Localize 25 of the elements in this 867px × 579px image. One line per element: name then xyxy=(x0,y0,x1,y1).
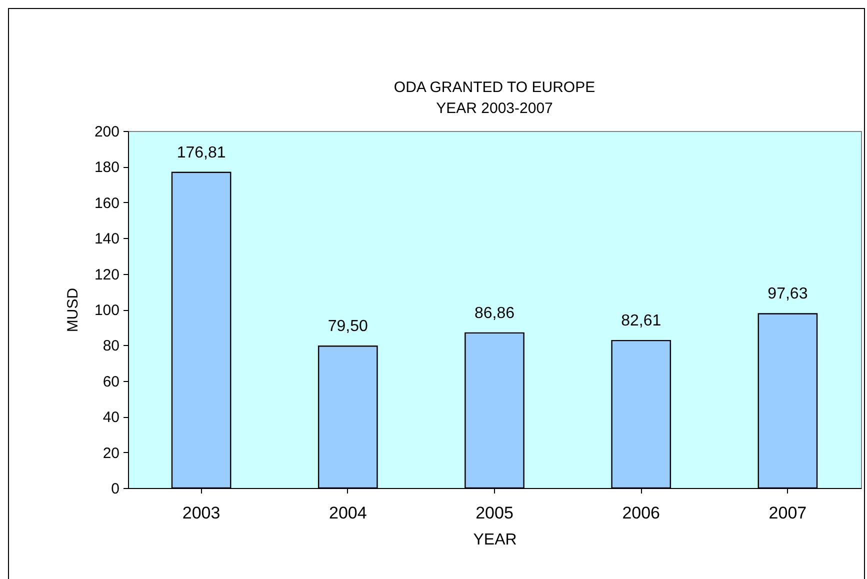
x-axis-title: YEAR xyxy=(473,532,517,548)
y-tick-label: 80 xyxy=(102,338,120,355)
y-tick-label: 100 xyxy=(94,302,120,319)
x-tick-label: 2003 xyxy=(182,504,220,522)
y-tick-label: 140 xyxy=(94,230,120,248)
chart-title: ODA GRANTED TO EUROPE xyxy=(394,79,596,96)
y-tick-label: 60 xyxy=(102,373,120,390)
y-axis-title: MUSD xyxy=(64,288,82,332)
y-tick-label: 180 xyxy=(94,159,120,176)
y-tick-label: 200 xyxy=(94,124,120,140)
y-tick-label: 40 xyxy=(102,409,120,426)
x-tick-label: 2006 xyxy=(622,504,660,522)
y-tick-label: 160 xyxy=(94,194,120,212)
chart-subtitle: YEAR 2003-2007 xyxy=(436,100,553,117)
data-label: 176,81 xyxy=(176,144,226,162)
x-tick-label: 2005 xyxy=(476,504,514,522)
x-tick-label: 2004 xyxy=(328,504,367,522)
data-label: 97,63 xyxy=(768,286,808,303)
y-tick-label: 120 xyxy=(94,266,120,284)
data-label: 86,86 xyxy=(474,304,515,322)
data-label: 79,50 xyxy=(328,318,368,336)
y-tick-label: 0 xyxy=(111,480,120,498)
x-tick-label: 2007 xyxy=(768,504,807,522)
data-label: 82,61 xyxy=(621,312,662,330)
y-tick-label: 20 xyxy=(102,444,120,462)
